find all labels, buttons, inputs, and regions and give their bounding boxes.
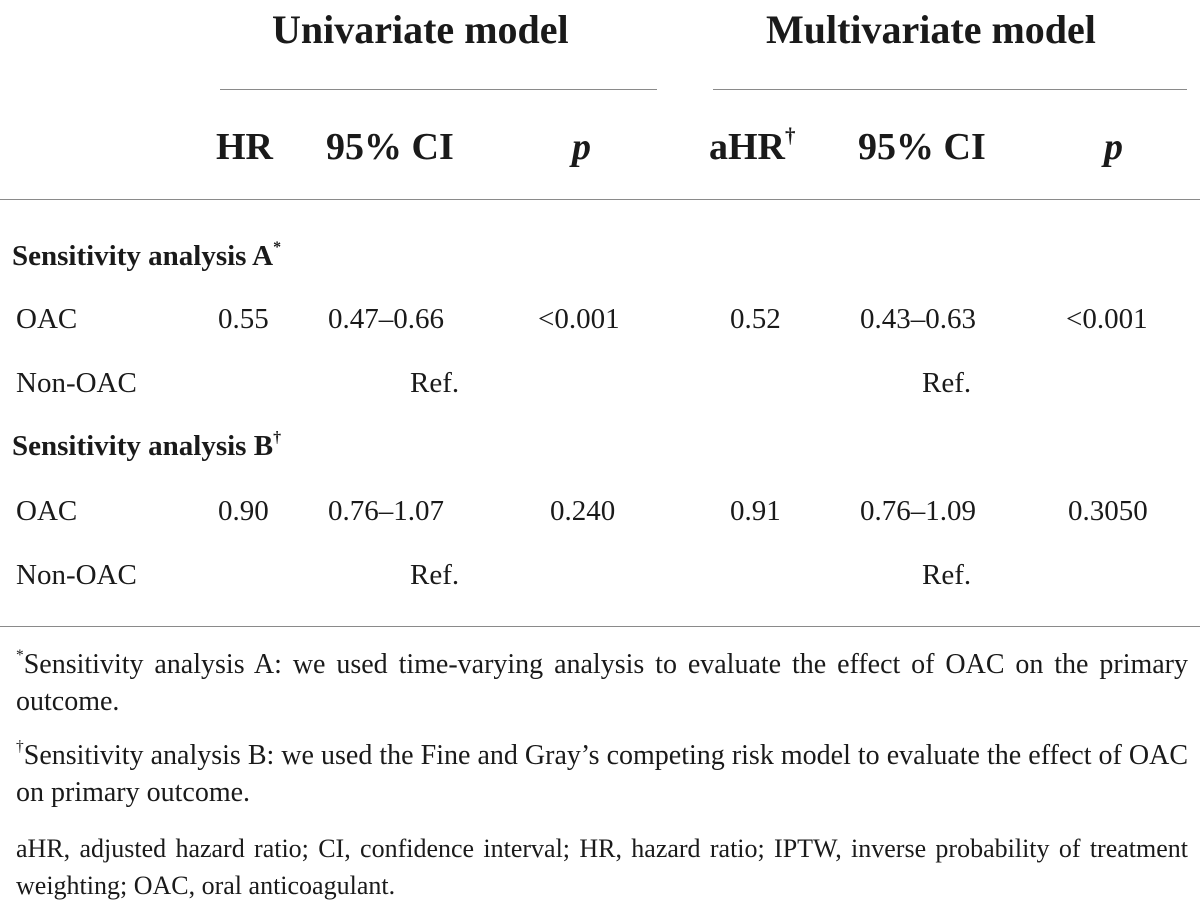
cell-p-b: 0.240 xyxy=(550,495,616,527)
column-header-hr: HR xyxy=(216,126,273,168)
column-header-ahr-dagger: † xyxy=(785,123,796,148)
row-label-non-oac-a: Non-OAC xyxy=(16,367,137,399)
row-label-oac-b: OAC xyxy=(16,495,78,527)
section-label-b: Sensitivity analysis B† xyxy=(12,428,281,464)
univariate-model-heading: Univariate model xyxy=(272,7,569,52)
footnote-b-marker: † xyxy=(16,738,24,756)
column-header-ci: 95% CI xyxy=(326,126,454,168)
section-label-a: Sensitivity analysis A* xyxy=(12,238,281,274)
footnote-a-text: Sensitivity analysis A: we used time-var… xyxy=(16,649,1188,717)
cell-p-multivariate-b: 0.3050 xyxy=(1068,495,1148,527)
univariate-underline xyxy=(220,89,657,90)
cell-ahr-a: 0.52 xyxy=(730,303,781,335)
row-label-oac-a: OAC xyxy=(16,303,78,335)
section-label-a-text: Sensitivity analysis A xyxy=(12,240,274,272)
cell-ref-multivariate-a: Ref. xyxy=(922,367,972,399)
column-header-ahr-label: aHR xyxy=(709,126,785,168)
column-header-ci-multivariate: 95% CI xyxy=(858,126,986,168)
cell-ci-b: 0.76–1.07 xyxy=(328,495,444,527)
cell-ci-multivariate-b: 0.76–1.09 xyxy=(860,495,976,527)
section-label-a-marker: * xyxy=(273,238,282,256)
section-label-b-text: Sensitivity analysis B xyxy=(12,430,274,462)
cell-p-a: <0.001 xyxy=(538,303,620,335)
row-label-non-oac-b: Non-OAC xyxy=(16,559,137,591)
footnote-a: *Sensitivity analysis A: we used time-va… xyxy=(16,646,1188,720)
cell-ci-multivariate-a: 0.43–0.63 xyxy=(860,303,976,335)
footnote-b: †Sensitivity analysis B: we used the Fin… xyxy=(16,737,1188,811)
multivariate-underline xyxy=(713,89,1187,90)
cell-hr-a: 0.55 xyxy=(218,303,269,335)
cell-ref-multivariate-b: Ref. xyxy=(922,559,972,591)
table-bottom-rule xyxy=(0,626,1200,627)
cell-p-multivariate-a: <0.001 xyxy=(1066,303,1148,335)
column-header-p: p xyxy=(572,126,591,168)
cell-ref-univariate-a: Ref. xyxy=(410,367,460,399)
footnote-abbreviations: aHR, adjusted hazard ratio; CI, confiden… xyxy=(16,834,1188,900)
header-bottom-rule xyxy=(0,199,1200,200)
multivariate-model-heading: Multivariate model xyxy=(766,7,1096,52)
cell-ci-a: 0.47–0.66 xyxy=(328,303,444,335)
cell-ref-univariate-b: Ref. xyxy=(410,559,460,591)
cell-hr-b: 0.90 xyxy=(218,495,269,527)
cell-ahr-b: 0.91 xyxy=(730,495,781,527)
column-header-p-multivariate: p xyxy=(1104,126,1123,168)
column-header-ahr: aHR† xyxy=(709,124,795,170)
section-label-b-marker: † xyxy=(273,428,282,446)
footnote-a-marker: * xyxy=(16,647,24,665)
footnote-b-text: Sensitivity analysis B: we used the Fine… xyxy=(16,740,1189,808)
